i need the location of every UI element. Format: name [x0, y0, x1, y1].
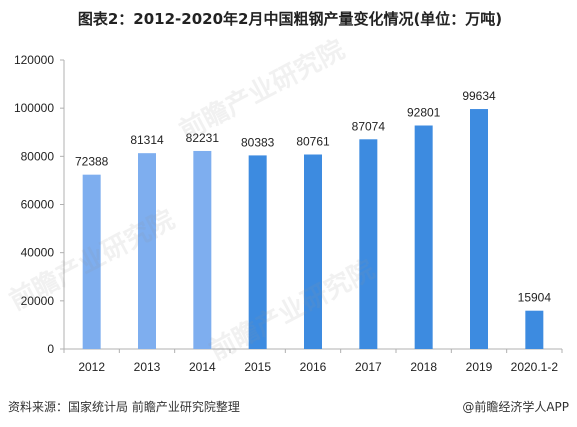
x-tick-label: 2015	[244, 360, 271, 374]
data-labels: 72388 81314 82231 80383 80761 87074 92801 99634…	[75, 89, 551, 305]
data-label: 99634	[462, 89, 496, 103]
data-label: 81314	[130, 133, 164, 147]
data-label: 15904	[518, 291, 552, 305]
bar-2016	[304, 154, 322, 349]
bar-2020.1-2	[525, 310, 544, 349]
bar-2012	[82, 174, 101, 349]
chart-title: 图表2：2012-2020年2月中国粗钢产量变化情况(单位：万吨)	[77, 10, 503, 28]
x-tick-label: 2020.1-2	[511, 360, 559, 374]
bars	[82, 109, 544, 349]
x-tick-label: 2013	[134, 360, 161, 374]
y-tick-label: 100000	[14, 101, 54, 115]
data-label: 92801	[407, 106, 441, 120]
y-tick-label: 120000	[14, 53, 54, 67]
x-tick-label: 2014	[189, 360, 216, 374]
x-axis: 2012 2013 2014 2015 2016 2017 2018 2019 2020.1-2	[63, 348, 563, 374]
x-tick-label: 2019	[466, 360, 493, 374]
x-tick-label: 2018	[410, 360, 437, 374]
data-label: 87074	[352, 119, 386, 133]
data-label: 80383	[241, 135, 275, 149]
bar-2013	[138, 153, 156, 349]
y-tick-label: 80000	[21, 149, 55, 163]
y-tick-label: 40000	[21, 246, 55, 260]
y-axis: 0 20000 40000 60000 80000 100000 120000	[14, 53, 65, 356]
bar-2014	[193, 150, 212, 349]
x-tick-label: 2016	[300, 360, 327, 374]
brand-credit: @前瞻经济学人APP	[462, 400, 569, 414]
x-tick-label: 2012	[78, 360, 105, 374]
bar-2015	[248, 155, 267, 349]
data-label: 82231	[186, 131, 220, 145]
y-tick-label: 60000	[21, 198, 55, 212]
bar-2019	[470, 109, 488, 349]
source-note: 资料来源：国家统计局 前瞻产业研究院整理	[8, 400, 240, 414]
data-label: 80761	[296, 135, 330, 149]
bar-2017	[359, 139, 378, 349]
y-tick-label: 0	[47, 342, 54, 356]
x-tick-label: 2017	[355, 360, 382, 374]
bar-2018	[414, 125, 433, 349]
y-tick-label: 20000	[21, 294, 55, 308]
data-label: 72388	[75, 155, 109, 169]
